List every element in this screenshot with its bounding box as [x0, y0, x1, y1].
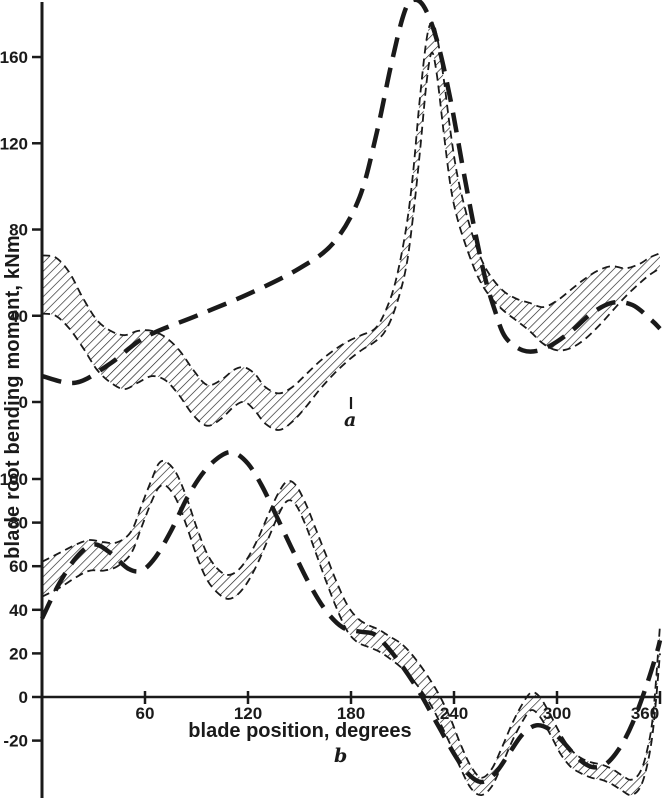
y-tick-label-b: 60 [9, 557, 28, 576]
bold-dashed-curve-b [39, 449, 663, 785]
x-tick-label: 120 [234, 704, 262, 723]
hatched-band-b-lower-outline [41, 483, 661, 797]
y-tick-label-b: 0 [19, 688, 28, 707]
y-tick-label-a: 160 [0, 48, 28, 67]
y-tick-label-b: 20 [9, 644, 28, 663]
bold-dashed-curve-a [41, 0, 662, 386]
hatched-band-a-lower-outline [41, 51, 661, 431]
y-tick-label-a: 120 [0, 134, 28, 153]
x-tick-label: 60 [136, 704, 155, 723]
hatched-band-a-fill [42, 22, 660, 431]
y-tick-label-b: 40 [9, 601, 28, 620]
y-tick-label-b: 80 [9, 514, 28, 533]
x-tick-label: 180 [337, 704, 365, 723]
subfigure-label-a: a [344, 409, 357, 431]
hatched-band-a-upper-outline [41, 21, 661, 395]
subfigure-label-b: b [334, 745, 348, 767]
y-tick-label-b: -20 [3, 732, 28, 751]
x-axis-title: blade position, degrees [188, 720, 412, 742]
y-tick-label-a: 0 [19, 393, 28, 412]
y-tick-label-a: 80 [9, 221, 28, 240]
hatched-band-b-fill [42, 460, 660, 796]
y-tick-label-b: 100 [0, 470, 28, 489]
hatched-band-b-upper-outline [41, 459, 661, 781]
y-axis-title: blade root bending moment, kNm [2, 235, 24, 559]
y-tick-label-a: 40 [9, 307, 28, 326]
